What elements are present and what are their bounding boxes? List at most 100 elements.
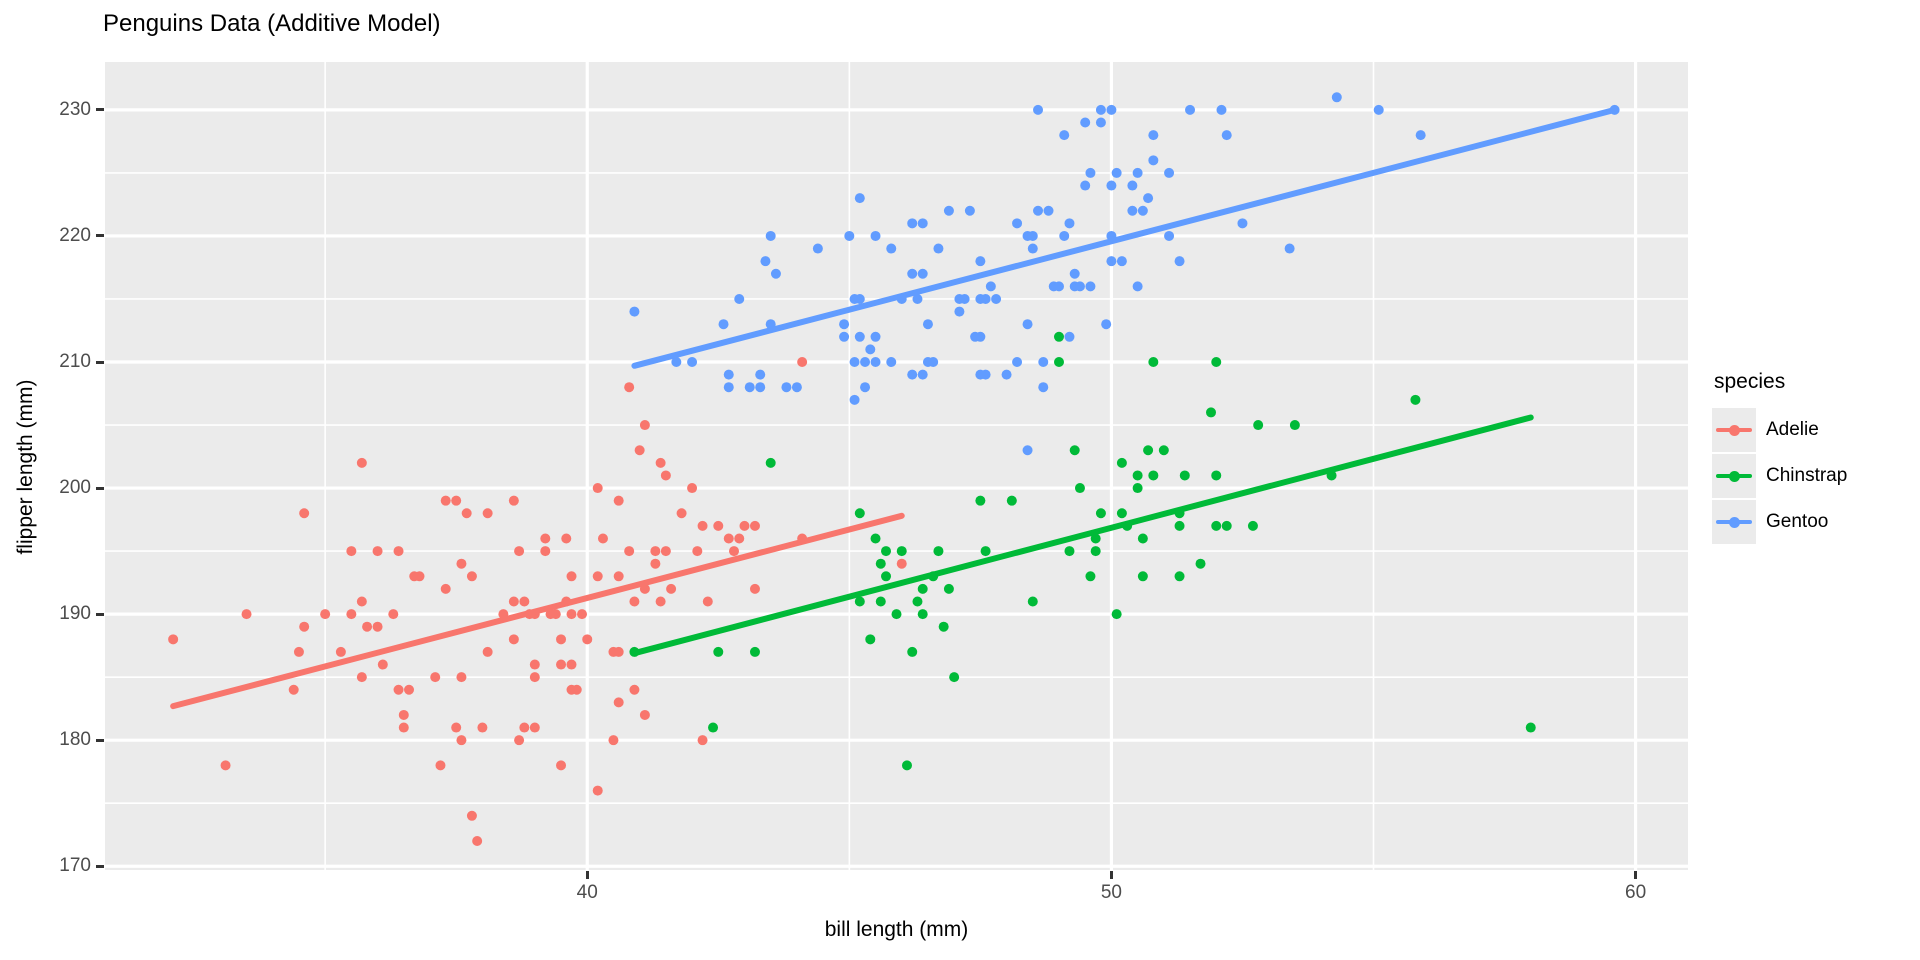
data-point-gentoo	[1038, 382, 1049, 393]
data-point-adelie	[624, 382, 635, 393]
data-point-adelie	[514, 735, 525, 746]
data-point-gentoo	[907, 268, 918, 279]
data-point-chinstrap	[713, 646, 724, 657]
data-point-gentoo	[980, 369, 991, 380]
data-point-gentoo	[1033, 104, 1044, 115]
data-point-gentoo	[1164, 230, 1175, 241]
data-point-chinstrap	[907, 646, 918, 657]
data-point-adelie	[362, 621, 373, 632]
data-point-gentoo	[1137, 205, 1148, 216]
x-tick-mark	[585, 871, 589, 879]
data-point-adelie	[404, 684, 415, 695]
data-point-chinstrap	[901, 760, 912, 771]
data-point-gentoo	[839, 319, 850, 330]
data-point-adelie	[466, 810, 477, 821]
data-point-adelie	[168, 634, 179, 645]
data-point-gentoo	[907, 369, 918, 380]
data-point-gentoo	[1080, 180, 1091, 191]
data-point-adelie	[456, 735, 467, 746]
data-point-gentoo	[1143, 193, 1154, 204]
data-point-gentoo	[734, 293, 745, 304]
data-point-gentoo	[865, 344, 876, 355]
data-point-chinstrap	[854, 596, 865, 607]
data-point-chinstrap	[1148, 470, 1159, 481]
data-point-adelie	[346, 609, 357, 620]
data-point-adelie	[508, 495, 519, 506]
data-point-adelie	[556, 760, 567, 771]
data-point-gentoo	[1216, 104, 1227, 115]
data-point-adelie	[629, 684, 640, 695]
data-point-chinstrap	[933, 546, 944, 557]
data-point-gentoo	[1022, 319, 1033, 330]
data-point-adelie	[797, 357, 808, 368]
data-point-gentoo	[1111, 167, 1122, 178]
data-point-chinstrap	[1085, 571, 1096, 582]
y-axis-title: flipper length (mm)	[14, 379, 37, 555]
data-point-chinstrap	[1116, 508, 1127, 519]
data-point-chinstrap	[1221, 520, 1232, 531]
data-point-gentoo	[1074, 281, 1085, 292]
data-point-gentoo	[1012, 218, 1023, 229]
data-point-gentoo	[1237, 218, 1248, 229]
x-tick-mark	[1634, 871, 1638, 879]
data-point-gentoo	[1415, 130, 1426, 141]
data-point-adelie	[676, 508, 687, 519]
data-point-chinstrap	[980, 546, 991, 557]
data-point-adelie	[550, 609, 561, 620]
data-point-gentoo	[975, 256, 986, 267]
data-point-adelie	[372, 621, 383, 632]
data-point-adelie	[571, 684, 582, 695]
data-point-adelie	[440, 583, 451, 594]
data-point-adelie	[729, 546, 740, 557]
data-point-gentoo	[1095, 104, 1106, 115]
data-point-gentoo	[1038, 357, 1049, 368]
data-point-gentoo	[1106, 104, 1117, 115]
data-point-gentoo	[917, 369, 928, 380]
data-point-gentoo	[849, 357, 860, 368]
data-point-gentoo	[755, 382, 766, 393]
data-point-chinstrap	[708, 722, 719, 733]
data-point-adelie	[561, 533, 572, 544]
data-point-adelie	[377, 659, 388, 670]
data-point-adelie	[440, 495, 451, 506]
data-point-adelie	[660, 470, 671, 481]
data-point-adelie	[461, 508, 472, 519]
data-point-gentoo	[870, 357, 881, 368]
data-point-chinstrap	[1174, 571, 1185, 582]
data-point-gentoo	[1148, 155, 1159, 166]
legend-entry-gentoo: Gentoo	[1712, 500, 1847, 544]
data-point-adelie	[519, 722, 530, 733]
data-point-adelie	[482, 646, 493, 657]
data-point-adelie	[288, 684, 299, 695]
data-point-gentoo	[1027, 243, 1038, 254]
data-point-adelie	[613, 697, 624, 708]
data-point-gentoo	[1095, 117, 1106, 128]
y-tick-label: 200	[59, 477, 91, 499]
data-point-adelie	[896, 558, 907, 569]
data-point-adelie	[566, 659, 577, 670]
data-point-chinstrap	[912, 596, 923, 607]
data-point-gentoo	[1064, 218, 1075, 229]
data-point-adelie	[529, 672, 540, 683]
data-point-gentoo	[1331, 92, 1342, 103]
data-point-gentoo	[1116, 256, 1127, 267]
data-point-adelie	[650, 558, 661, 569]
data-point-adelie	[655, 596, 666, 607]
data-point-chinstrap	[1143, 445, 1154, 456]
data-point-adelie	[639, 420, 650, 431]
data-point-gentoo	[839, 331, 850, 342]
data-point-gentoo	[629, 306, 640, 317]
data-point-adelie	[540, 546, 551, 557]
data-point-chinstrap	[1525, 722, 1536, 733]
data-point-gentoo	[870, 230, 881, 241]
data-point-adelie	[592, 483, 603, 494]
data-point-chinstrap	[891, 609, 902, 620]
data-point-gentoo	[964, 205, 975, 216]
y-tick-mark	[96, 612, 104, 616]
data-point-gentoo	[1373, 104, 1384, 115]
x-tick-label: 50	[1100, 882, 1122, 903]
data-point-adelie	[592, 571, 603, 582]
data-point-chinstrap	[917, 609, 928, 620]
data-point-gentoo	[1164, 167, 1175, 178]
data-point-adelie	[456, 558, 467, 569]
